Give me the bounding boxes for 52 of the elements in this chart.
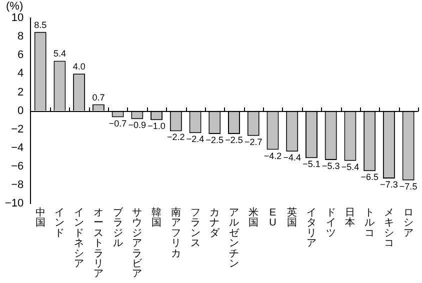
data-label: −0.7 — [108, 118, 127, 128]
x-tick-label: メキシコ — [384, 207, 394, 250]
y-tick-label: −2 — [11, 123, 24, 136]
x-tick-label: 南アフリカ — [170, 206, 181, 260]
x-tick-label: 米国 — [248, 206, 258, 229]
x-tick-label: EU — [269, 207, 276, 229]
data-label: −7.3 — [380, 180, 398, 190]
y-tick-label: 10 — [11, 12, 24, 24]
x-tick-label: ロシア — [403, 207, 414, 239]
x-tick-label: インド — [54, 207, 65, 239]
y-tick-label: 8 — [18, 30, 24, 43]
data-label: −2.2 — [167, 132, 185, 142]
data-label: 5.4 — [53, 48, 66, 59]
y-tick-label: −10 — [4, 198, 24, 210]
x-tick-label: フランス — [190, 207, 200, 250]
data-label: 8.5 — [34, 20, 47, 30]
x-tick-label: ブラジル — [112, 206, 124, 250]
data-label: −2.4 — [186, 134, 204, 144]
data-label: −5.4 — [341, 162, 360, 172]
data-label: −2.5 — [206, 134, 224, 145]
data-label: 4.0 — [72, 62, 86, 72]
x-tick-label: カナダ — [210, 207, 221, 239]
y-tick-label: 0 — [18, 104, 24, 117]
y-tick-label: −6 — [11, 160, 24, 173]
y-tick-label: −8 — [11, 179, 24, 192]
y-tick-label: 4 — [18, 68, 24, 80]
x-tick-label: 英国 — [287, 206, 298, 229]
data-label: −1.0 — [148, 121, 166, 132]
data-label: −0.9 — [128, 120, 146, 130]
data-label: −5.3 — [322, 160, 340, 171]
data-label: −6.5 — [360, 172, 378, 182]
data-label: −7.5 — [399, 181, 418, 192]
x-tick-label: 韓国 — [152, 206, 162, 229]
x-tick-label: オーストラリア — [93, 207, 104, 280]
x-tick-label: ドイツ — [326, 207, 336, 239]
y-tick-label: −4 — [11, 142, 24, 154]
x-tick-label: 中国 — [35, 206, 46, 229]
data-label: −2.7 — [244, 136, 262, 147]
y-axis-title: (%) — [6, 0, 24, 13]
x-tick-label: イタリア — [306, 207, 316, 250]
x-tick-label: トルコ — [364, 207, 375, 239]
data-label: −4.2 — [264, 150, 282, 161]
x-tick-label: アルゼンチン — [229, 207, 240, 270]
data-label: −5.1 — [302, 159, 320, 170]
data-label: −2.5 — [225, 134, 243, 145]
x-tick-label: インドネシア — [74, 207, 84, 270]
y-tick-label: 2 — [18, 86, 24, 98]
y-tick-label: 6 — [18, 49, 24, 62]
x-tick-label: サウジアラビア — [132, 207, 144, 280]
x-tick-label: 日本 — [345, 207, 356, 229]
data-label: −4.4 — [283, 152, 302, 163]
data-label: 0.7 — [92, 92, 105, 102]
